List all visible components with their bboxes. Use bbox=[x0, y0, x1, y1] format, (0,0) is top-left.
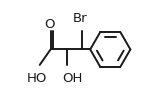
Text: Br: Br bbox=[73, 12, 88, 25]
Text: O: O bbox=[44, 18, 55, 31]
Text: HO: HO bbox=[26, 72, 47, 85]
Text: OH: OH bbox=[63, 72, 83, 85]
